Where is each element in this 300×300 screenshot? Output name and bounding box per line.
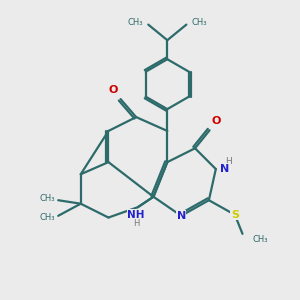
Text: H: H [133,219,139,228]
Text: N: N [177,211,186,221]
Text: CH₃: CH₃ [253,235,268,244]
Text: CH₃: CH₃ [39,194,55,203]
Text: N: N [220,164,229,174]
Text: S: S [231,210,239,220]
Text: CH₃: CH₃ [39,213,55,222]
Text: H: H [226,157,232,166]
Text: NH: NH [128,210,145,220]
Text: CH₃: CH₃ [128,18,143,27]
Text: O: O [109,85,118,95]
Text: O: O [211,116,220,126]
Text: CH₃: CH₃ [192,18,207,27]
